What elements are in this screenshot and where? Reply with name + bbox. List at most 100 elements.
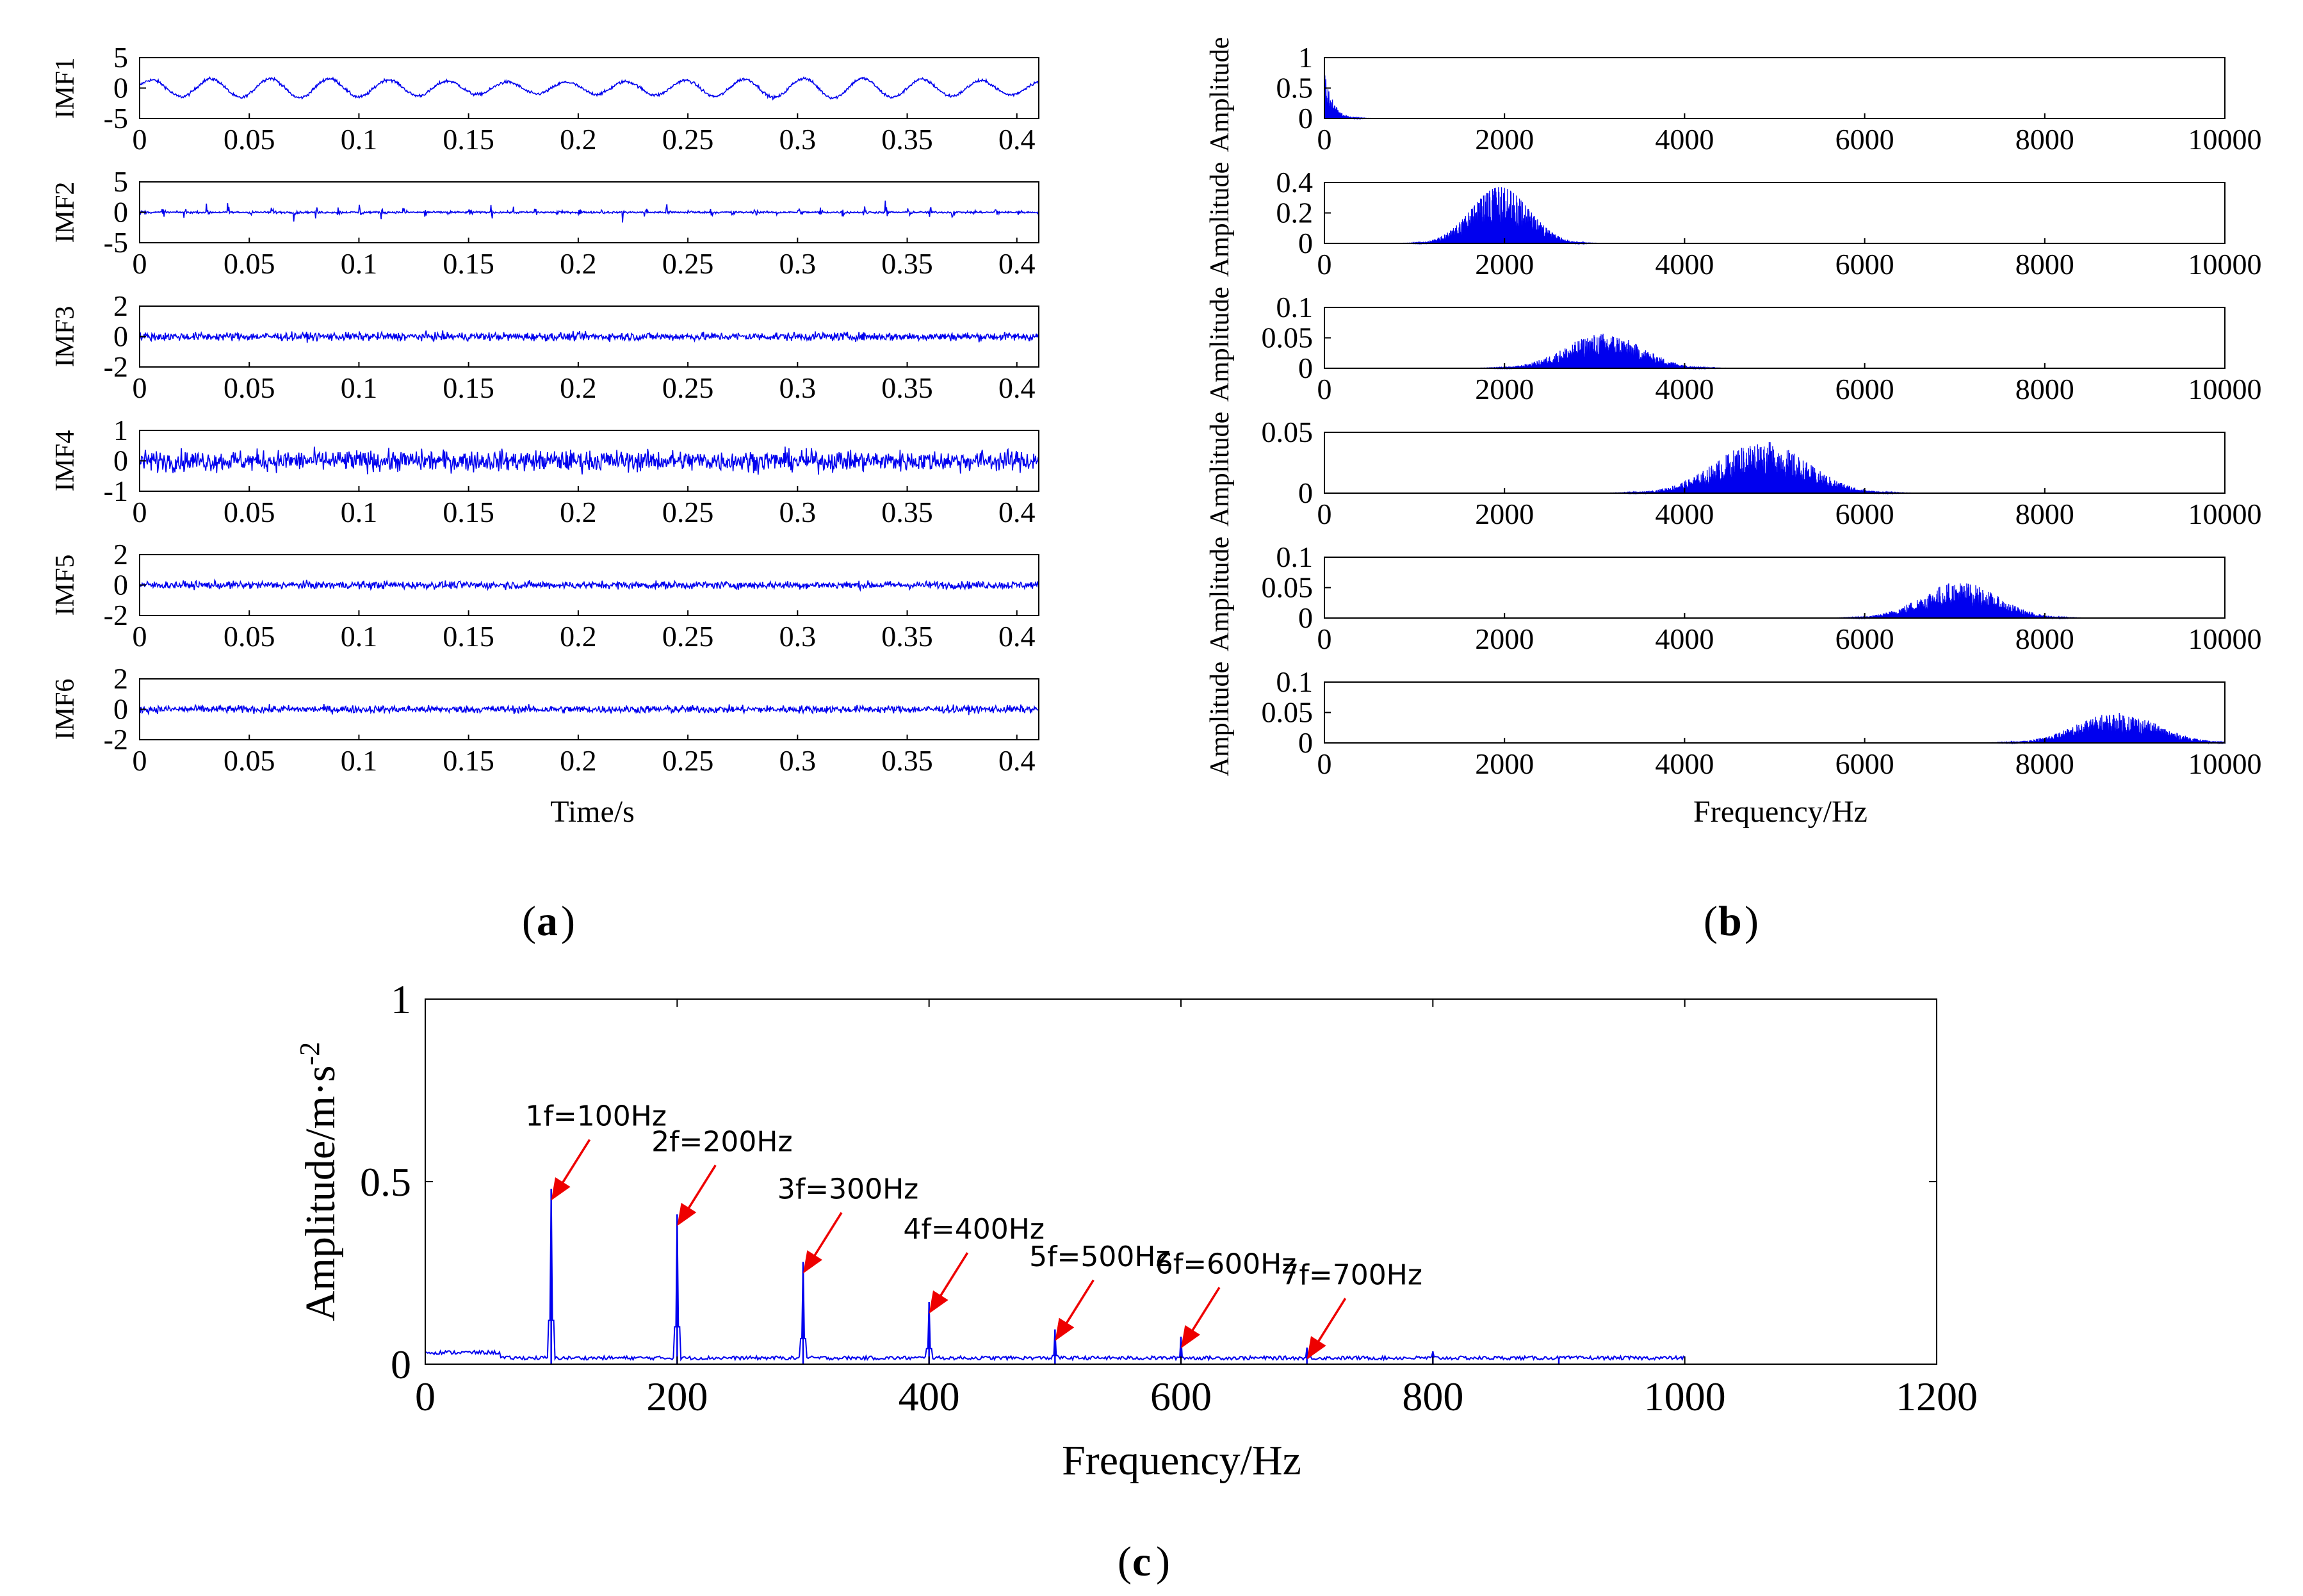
ytick-label: 0.05: [1262, 696, 1314, 729]
xtick-label: 0.1: [341, 371, 378, 404]
imf-ylabel: IMF4: [51, 430, 80, 492]
annotation-arrowhead: [551, 1177, 571, 1201]
spectrum-ylabel: Amplitude: [1205, 412, 1235, 527]
annotation-label: 7f=700Hz: [1281, 1258, 1422, 1291]
spectrum-ylabel: Amplitude: [1205, 662, 1235, 777]
imf-ylabel: IMF5: [51, 555, 80, 616]
xtick-label: 0.3: [779, 371, 817, 404]
ytick-label: 2: [113, 662, 128, 695]
xtick-label: 0.4: [998, 371, 1036, 404]
xtick-label: 6000: [1835, 123, 1894, 156]
xtick-label: 4000: [1655, 498, 1714, 530]
xtick-label: 0.35: [881, 247, 933, 280]
xtick-label: 10000: [2188, 123, 2262, 156]
xtick-label: 0.15: [443, 247, 494, 280]
panel-c-ylabel: Amplitude/m·s-2: [294, 1042, 344, 1321]
xtick-label: 0.4: [998, 123, 1036, 156]
ytick-label: -1: [104, 475, 128, 507]
caption-c: ( c ): [1118, 1538, 1170, 1585]
harmonic-annotation-7: 7f=700Hz: [1281, 1258, 1422, 1360]
xtick-label: 0.4: [998, 247, 1036, 280]
ytick-label: 0.5: [1276, 72, 1314, 104]
annotation-label: 1f=100Hz: [525, 1100, 667, 1132]
spectrum-series-line: [1324, 187, 2225, 245]
xtick-label: 0.05: [224, 371, 275, 404]
spectrum-ylabel: Amplitude: [1205, 162, 1235, 277]
xtick-label: 0.4: [998, 744, 1036, 777]
panel-c-xlabel: Frequency/Hz: [1062, 1437, 1301, 1484]
xtick-label: 0.35: [881, 123, 933, 156]
xtick-label: 0.15: [443, 123, 494, 156]
xtick-label: 10000: [2188, 747, 2262, 780]
ytick-label: 0.5: [360, 1159, 411, 1205]
caption-c-letter: c: [1132, 1538, 1151, 1585]
xtick-label: 0: [133, 247, 147, 280]
xtick-label: 0.3: [779, 744, 817, 777]
xtick-label: 4000: [1655, 373, 1714, 405]
ytick-label: 0.05: [1262, 416, 1314, 448]
xtick-label: 2000: [1475, 623, 1534, 655]
ytick-label: 1: [391, 977, 411, 1022]
xtick-label: 0.4: [998, 620, 1036, 653]
annotation-label: 3f=300Hz: [777, 1173, 919, 1205]
xtick-label: 0.1: [341, 744, 378, 777]
xtick-label: 0.2: [560, 247, 597, 280]
xtick-label: 0.05: [224, 620, 275, 653]
xtick-label: 0: [133, 496, 147, 528]
xtick-label: 0.35: [881, 496, 933, 528]
xtick-label: 0.2: [560, 744, 597, 777]
spectrum-ylabel: Amplitude: [1205, 37, 1235, 152]
xtick-label: 8000: [2015, 498, 2074, 530]
xtick-label: 10000: [2188, 498, 2262, 530]
xtick-label: 1200: [1896, 1374, 1978, 1419]
plot-frame: [1324, 57, 2226, 119]
xtick-label: 0: [1317, 123, 1332, 156]
ytick-label: 0.1: [1276, 291, 1314, 323]
ytick-label: -2: [104, 599, 128, 631]
annotation-arrowhead: [677, 1203, 697, 1226]
xtick-label: 0.25: [662, 496, 714, 528]
ytick-label: 0: [1298, 601, 1313, 634]
xtick-label: 4000: [1655, 123, 1714, 156]
xtick-label: 10000: [2188, 373, 2262, 405]
spectrum-ylabel: Amplitude: [1205, 287, 1235, 402]
xtick-label: 400: [899, 1374, 960, 1419]
xtick-label: 2000: [1475, 123, 1534, 156]
xtick-label: 0.35: [881, 371, 933, 404]
imf-ylabel: IMF6: [51, 679, 80, 740]
xtick-label: 0.15: [443, 744, 494, 777]
xtick-label: 4000: [1655, 623, 1714, 655]
svg-text:(: (: [1704, 898, 1718, 945]
xtick-label: 2000: [1475, 498, 1534, 530]
svg-text:): ): [1156, 1538, 1170, 1585]
xtick-label: 0: [1317, 498, 1332, 530]
imf-series-line: [139, 200, 1039, 223]
ytick-label: 0: [1298, 102, 1313, 134]
spectrum-subplot-4: 0.05 00 2000 4000 6000 8000 10000 Amplitude: [1205, 412, 2262, 530]
xtick-label: 6000: [1835, 623, 1894, 655]
ytick-label: 0.4: [1276, 166, 1314, 199]
annotation-label: 6f=600Hz: [1155, 1248, 1297, 1280]
xtick-label: 0.15: [443, 620, 494, 653]
ytick-label: 2: [113, 538, 128, 571]
ytick-label: -2: [104, 350, 128, 383]
xtick-label: 0: [415, 1374, 435, 1419]
annotation-label: 4f=400Hz: [903, 1213, 1045, 1246]
xtick-label: 0.15: [443, 371, 494, 404]
xtick-label: 0.2: [560, 496, 597, 528]
xtick-label: 0.2: [560, 371, 597, 404]
imf-ylabel: IMF1: [51, 58, 80, 119]
ytick-label: 0.05: [1262, 322, 1314, 354]
xtick-label: 0.2: [560, 123, 597, 156]
caption-a: ( a ): [522, 898, 575, 945]
plot-frame: [1324, 557, 2226, 619]
xtick-label: 0.3: [779, 247, 817, 280]
xtick-label: 4000: [1655, 248, 1714, 281]
svg-text:): ): [561, 898, 575, 945]
annotation-arrowhead: [1306, 1336, 1326, 1360]
xtick-label: 10000: [2188, 623, 2262, 655]
xtick-label: 800: [1402, 1374, 1463, 1419]
